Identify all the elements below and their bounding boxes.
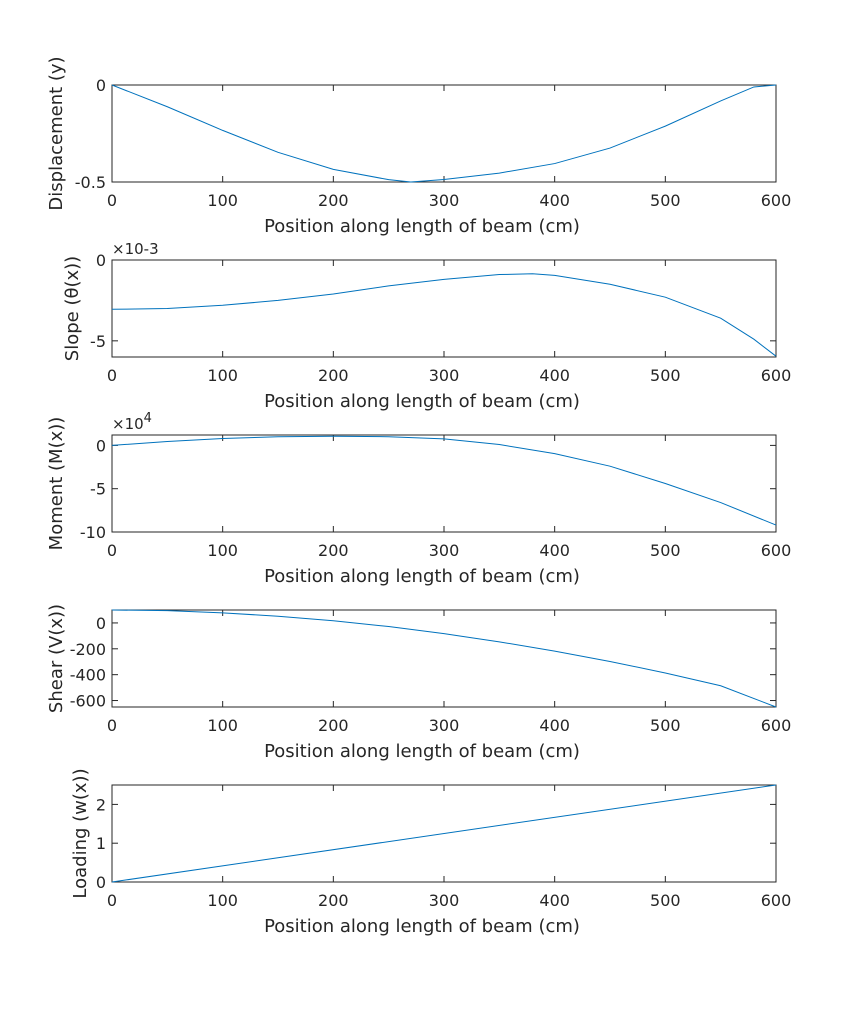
moment-ytick-label: -10	[80, 523, 106, 542]
moment-xtick-label: 300	[429, 541, 460, 560]
shear-xtick-label: 400	[539, 716, 570, 735]
slope-exponent-label: ×10-3	[112, 240, 159, 258]
loading-xtick-label: 0	[107, 891, 117, 910]
shear-ytick-label: -400	[70, 666, 106, 685]
slope-series-line	[111, 273, 777, 357]
displacement-xlabel: Position along length of beam (cm)	[264, 216, 580, 237]
displacement-ylabel: Displacement (y)	[46, 56, 67, 210]
slope-xtick-label: 0	[107, 366, 117, 385]
shear-xtick-label: 300	[429, 716, 460, 735]
displacement-xtick-label: 400	[539, 191, 570, 210]
moment-exponent-base: ×10	[112, 415, 144, 433]
slope-xtick-label: 500	[650, 366, 681, 385]
displacement-xtick-label: 0	[107, 191, 117, 210]
loading-xtick-label: 400	[539, 891, 570, 910]
loading-series-line	[111, 784, 777, 883]
displacement-xtick-label: 100	[207, 191, 238, 210]
shear-xtick-label: 100	[207, 716, 238, 735]
moment-xtick-label: 200	[318, 541, 349, 560]
shear-xtick-label: 0	[107, 716, 117, 735]
displacement-xtick-label: 300	[429, 191, 460, 210]
shear-xtick-label: 600	[761, 716, 792, 735]
slope-xtick-label: 100	[207, 366, 238, 385]
loading-xtick-label: 600	[761, 891, 792, 910]
moment-xtick-label: 100	[207, 541, 238, 560]
slope-ytick-label: -5	[90, 332, 106, 351]
shear-xtick-label: 500	[650, 716, 681, 735]
moment-ytick-label: 0	[96, 436, 106, 455]
slope-axes-box	[111, 259, 777, 358]
moment-ytick-label: -5	[90, 480, 106, 499]
shear-ytick-label: -600	[70, 692, 106, 711]
slope-xtick-label: 600	[761, 366, 792, 385]
slope-ylabel: Slope (θ(x))	[62, 256, 83, 361]
slope-xtick-label: 300	[429, 366, 460, 385]
moment-xtick-label: 0	[107, 541, 117, 560]
loading-ytick-label: 2	[96, 795, 106, 814]
shear-ytick-label: -200	[70, 640, 106, 659]
moment-exponent-label: ×104	[112, 411, 152, 433]
slope-xtick-label: 400	[539, 366, 570, 385]
loading-ytick-label: 0	[96, 873, 106, 892]
shear-xtick-label: 200	[318, 716, 349, 735]
shear-ylabel: Shear (V(x))	[46, 604, 67, 713]
moment-xtick-label: 600	[761, 541, 792, 560]
loading-xlabel: Position along length of beam (cm)	[264, 916, 580, 937]
moment-xlabel: Position along length of beam (cm)	[264, 566, 580, 587]
displacement-ytick-label: 0	[96, 76, 106, 95]
shear-axes-box	[111, 609, 777, 708]
slope-xtick-label: 200	[318, 366, 349, 385]
loading-xtick-label: 300	[429, 891, 460, 910]
displacement-axes-box	[111, 84, 777, 183]
moment-ylabel: Moment (M(x))	[46, 417, 67, 551]
moment-subplot: 0 100 200 300 400 500 600 -10 -5 0 Position along …	[46, 411, 791, 587]
loading-xtick-label: 500	[650, 891, 681, 910]
displacement-ytick-label: -0.5	[75, 173, 106, 192]
moment-xtick-label: 500	[650, 541, 681, 560]
loading-ylabel: Loading (w(x))	[70, 768, 91, 898]
loading-ytick-label: 1	[96, 834, 106, 853]
slope-xlabel: Position along length of beam (cm)	[264, 391, 580, 412]
moment-series-line	[111, 435, 777, 526]
displacement-series-line	[111, 84, 777, 183]
loading-subplot: 0 100 200 300 400 500 600 0 1 2 Position along len…	[70, 768, 791, 937]
displacement-xtick-label: 200	[318, 191, 349, 210]
shear-xlabel: Position along length of beam (cm)	[264, 741, 580, 762]
shear-series-line	[111, 609, 777, 708]
shear-ytick-label: 0	[96, 614, 106, 633]
shear-subplot: 0 100 200 300 400 500 600 -600 -400 -200 0 Position…	[46, 604, 791, 762]
loading-xtick-label: 100	[207, 891, 238, 910]
displacement-xtick-label: 500	[650, 191, 681, 210]
moment-axes-box	[111, 434, 777, 533]
moment-exponent-power: 4	[144, 411, 152, 426]
moment-xtick-label: 400	[539, 541, 570, 560]
displacement-xtick-label: 600	[761, 191, 792, 210]
slope-ytick-label: 0	[96, 251, 106, 270]
loading-xtick-label: 200	[318, 891, 349, 910]
